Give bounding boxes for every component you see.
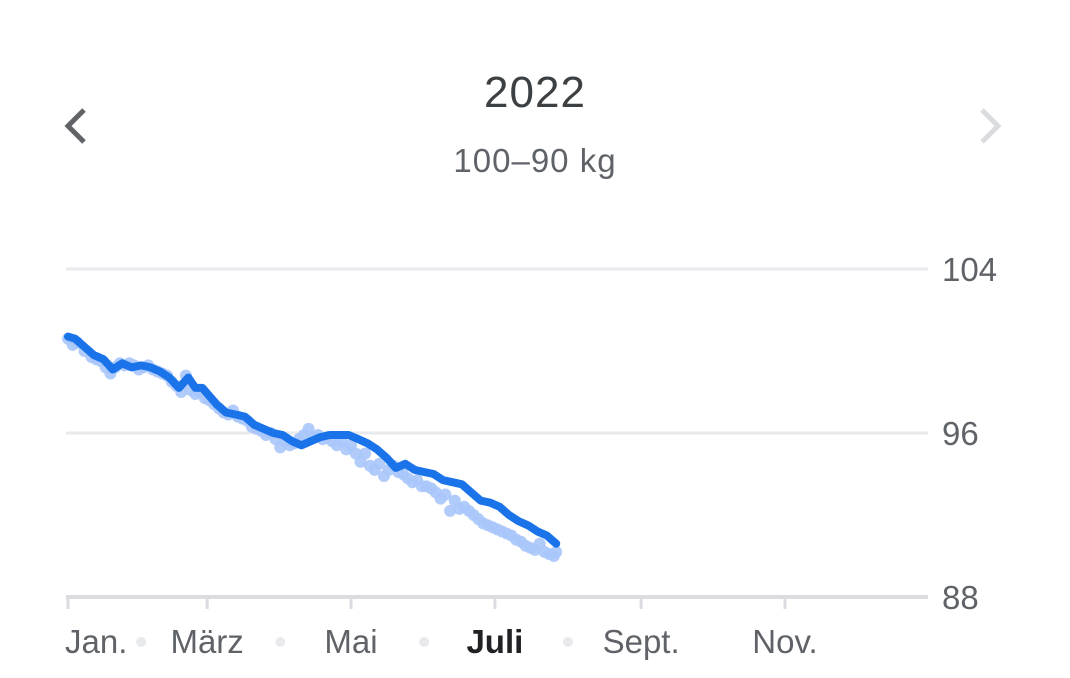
next-year-button[interactable] xyxy=(960,96,1020,156)
y-axis-ticks: 104 96 88 xyxy=(942,251,997,616)
x-minor-dot xyxy=(275,637,286,647)
x-tick-label-März: März xyxy=(170,623,243,660)
x-tick-label-Juli: Juli xyxy=(466,623,523,660)
y-tick-label-88: 88 xyxy=(942,579,979,616)
year-title: 2022 xyxy=(484,68,586,117)
chevron-left-icon xyxy=(64,108,86,144)
trend-line xyxy=(64,332,561,548)
weight-range-subtitle: 100–90 kg xyxy=(453,142,617,179)
x-tick-label-Nov.: Nov. xyxy=(752,623,817,660)
measurement-point xyxy=(550,545,563,558)
chevron-right-icon xyxy=(980,108,1002,144)
previous-year-button[interactable] xyxy=(46,96,106,156)
x-minor-dot xyxy=(563,637,574,647)
measurement-point xyxy=(359,447,372,460)
x-minor-dot xyxy=(419,637,430,647)
x-tick-label-Sept.: Sept. xyxy=(603,623,680,660)
measurement-point xyxy=(373,457,386,470)
x-tick-label-Jan.: Jan. xyxy=(65,623,127,660)
y-tick-label-104: 104 xyxy=(942,251,997,288)
measurement-point xyxy=(439,488,452,501)
x-axis-labels: Jan. März Mai Juli Sept. Nov. xyxy=(65,623,818,660)
x-minor-dot xyxy=(136,637,147,647)
trend-line-layer xyxy=(64,332,561,548)
x-axis xyxy=(66,595,928,609)
x-tick-label-Mai: Mai xyxy=(324,623,377,660)
y-tick-label-96: 96 xyxy=(942,415,979,452)
measurement-point xyxy=(444,504,457,517)
grid-layer xyxy=(66,267,928,435)
